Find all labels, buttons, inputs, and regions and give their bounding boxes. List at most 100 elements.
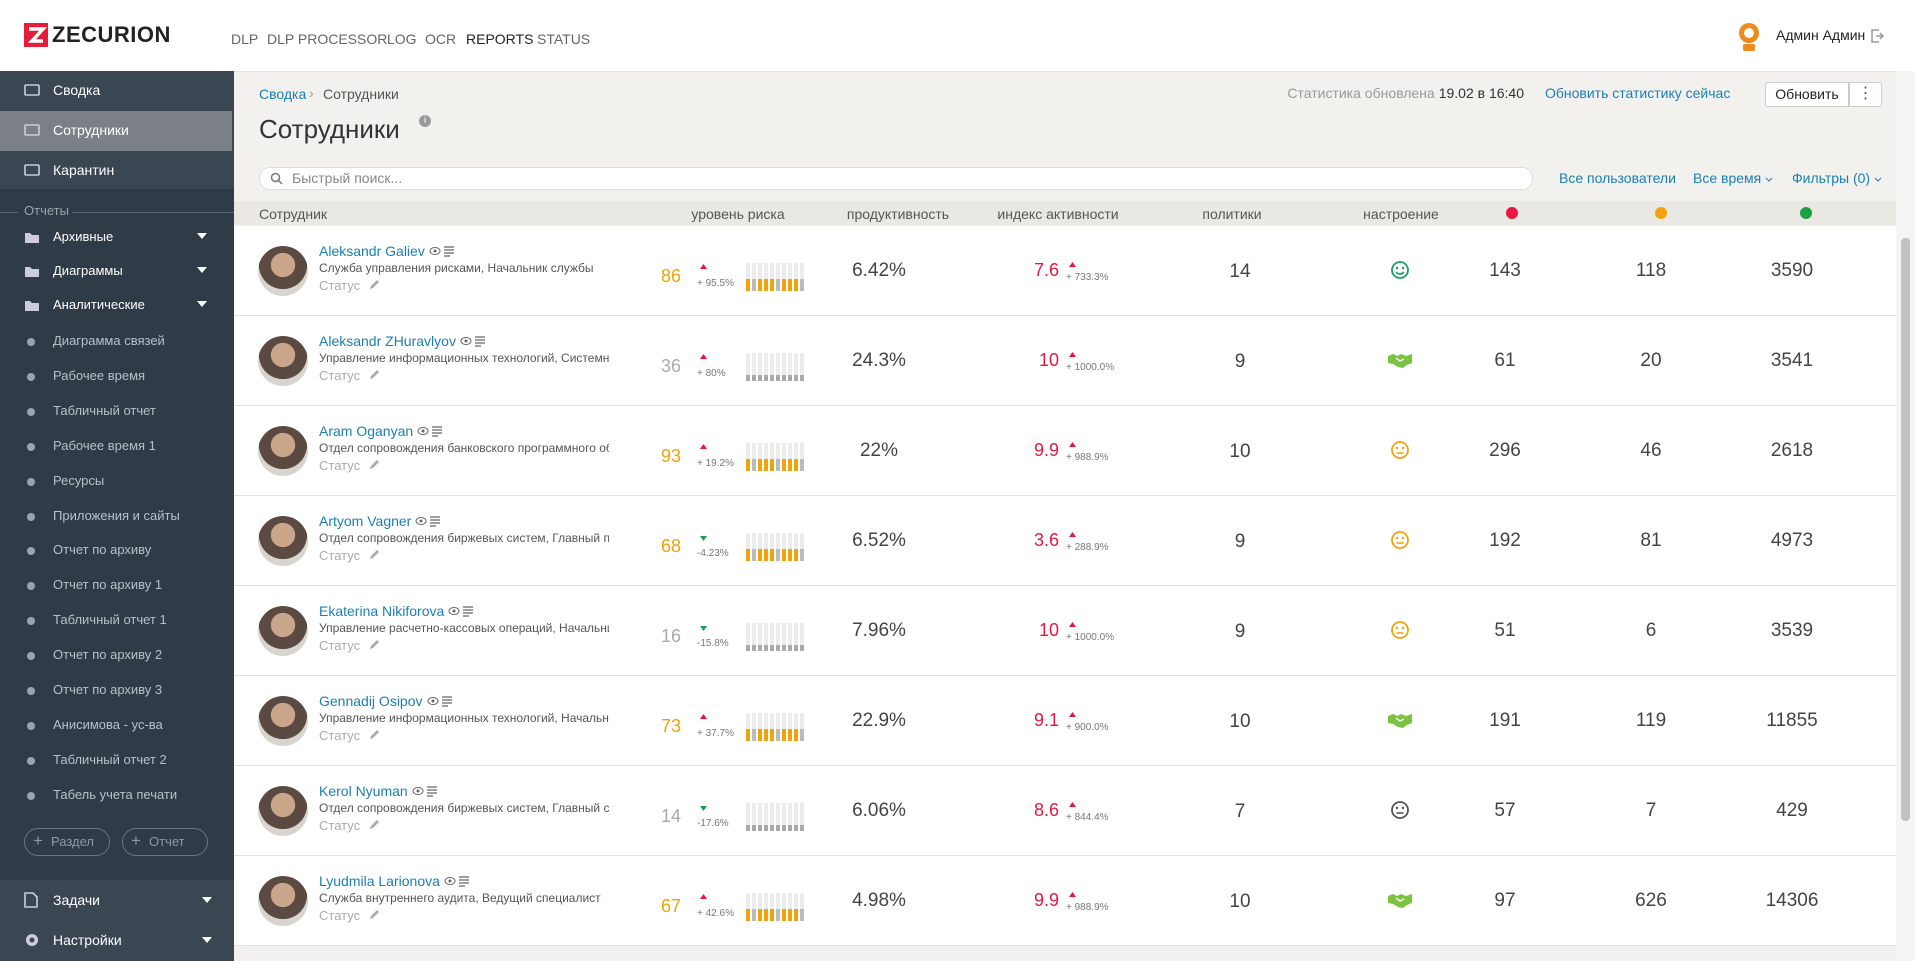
event-count[interactable]: 46 [1640,440,1662,461]
employee-name[interactable]: Gennadij Osipov [319,693,423,709]
sidebar-folder[interactable]: Диаграммы [53,263,123,278]
status-edit[interactable] [368,369,380,381]
nav-item[interactable]: REPORTS [466,31,534,47]
column-header[interactable]: настроение [1363,206,1439,222]
user-name[interactable]: Админ Админ [1776,27,1866,43]
sidebar-report[interactable]: Отчет по архиву [53,542,152,558]
table-row[interactable]: Artyom Vagner Отдел сопровождения биржевы… [234,496,1896,586]
event-count[interactable]: 143 [1489,260,1521,281]
status-edit[interactable] [368,909,380,921]
row-icons[interactable] [448,605,478,617]
event-count[interactable]: 11855 [1766,710,1818,731]
sidebar-report[interactable]: Диаграмма связей [53,333,165,348]
folder-caret[interactable] [197,267,207,273]
sidebar-report[interactable]: Табличный отчет 2 [53,751,167,767]
sidebar-report[interactable]: Приложения и сайты [53,507,180,523]
sidebar-item[interactable]: Задачи [53,892,101,908]
nav-item[interactable]: DLP PROCESSOR [267,31,388,47]
event-count[interactable]: 626 [1635,890,1667,911]
employee-name[interactable]: Kerol Nyuman [319,783,408,799]
scroll-thumb[interactable] [1901,238,1910,821]
table-row[interactable]: Kerol Nyuman Отдел сопровождения биржевых… [234,766,1896,856]
sidebar-report[interactable]: Отчет по архиву 1 [53,577,163,593]
event-count[interactable]: 192 [1489,530,1521,551]
sidebar-item[interactable]: Карантин [53,162,115,178]
row-icons[interactable] [460,335,490,347]
status[interactable]: Статус [319,638,361,653]
sidebar-item[interactable]: Сводка [53,82,101,98]
sidebar-report[interactable]: Табель учета печати [53,786,178,802]
status[interactable]: Статус [319,728,361,743]
status-edit[interactable] [368,549,380,561]
sidebar-report[interactable]: Рабочее время 1 [53,437,156,453]
sidebar-button[interactable]: + Отчет [122,828,208,856]
event-count[interactable]: 20 [1640,350,1662,371]
filter[interactable]: Фильтры (0) [1792,170,1882,186]
info-icon[interactable]: i [419,115,431,127]
sidebar-report[interactable]: Рабочее время [53,367,146,383]
sidebar-report[interactable]: Ресурсы [53,472,105,488]
event-count[interactable]: 51 [1494,620,1516,641]
nav-item[interactable]: DLP [231,31,259,47]
employee-name[interactable]: Ekaterina Nikiforova [319,603,445,619]
sidebar-report[interactable]: Табличный отчет 1 [53,612,167,628]
sidebar-folder[interactable]: Архивные [53,229,114,244]
status[interactable]: Статус [319,908,361,923]
row-icons[interactable] [415,515,445,527]
table-row[interactable]: Aleksandr Galiev Служба управления рискам… [234,226,1896,316]
event-count[interactable]: 296 [1489,440,1521,461]
nav-item[interactable]: STATUS [537,31,591,47]
status-edit[interactable] [368,819,380,831]
employee-name[interactable]: Aram Oganyan [319,423,414,439]
column-header[interactable]: индекс активности [997,206,1119,222]
event-count[interactable]: 118 [1635,260,1667,281]
event-count[interactable]: 57 [1494,800,1516,821]
logout-icon[interactable] [1870,28,1884,44]
employee-name[interactable]: Lyudmila Larionova [319,873,440,889]
refresh-link[interactable]: Обновить статистику сейчас [1545,85,1731,101]
refresh-button[interactable]: Обновить [1765,82,1849,107]
sidebar-report[interactable]: Отчет по архиву 3 [53,682,163,697]
status[interactable]: Статус [319,278,361,293]
event-count[interactable]: 429 [1776,800,1808,821]
status[interactable]: Статус [319,368,361,383]
sidebar-report[interactable]: Отчет по архиву 2 [53,647,163,663]
status-edit[interactable] [368,729,380,741]
row-icons[interactable] [412,785,442,797]
filter[interactable]: Все время [1693,170,1773,186]
column-header[interactable]: Сотрудник [259,206,328,222]
sidebar-report[interactable]: Анисимова - ус-ва [53,716,163,732]
status-edit[interactable] [368,639,380,651]
folder-caret[interactable] [197,233,207,239]
row-icons[interactable] [444,875,474,887]
nav-item[interactable]: OCR [425,31,457,47]
filter[interactable]: Все пользователи [1559,170,1676,186]
event-count[interactable]: 191 [1489,710,1521,731]
event-count[interactable]: 2618 [1770,440,1814,461]
employee-name[interactable]: Aleksandr ZHuravlyov [319,333,456,349]
status[interactable]: Статус [319,548,361,563]
row-icons[interactable] [429,245,459,257]
status[interactable]: Статус [319,818,361,833]
table-row[interactable]: Lyudmila Larionova Служба внутреннего ауд… [234,856,1896,946]
scrollbar[interactable] [1896,71,1915,961]
row-icons[interactable] [417,425,447,437]
sidebar-item[interactable]: Сотрудники [53,122,129,138]
folder-caret[interactable] [197,301,207,307]
event-count[interactable]: 61 [1494,350,1516,371]
sidebar-button[interactable]: + Раздел [24,828,110,856]
sidebar-folder[interactable]: Аналитические [53,297,145,312]
event-count[interactable]: 3541 [1770,350,1814,371]
event-count[interactable]: 81 [1640,530,1662,551]
status-edit[interactable] [368,279,380,291]
table-row[interactable]: Ekaterina Nikiforova Управление расчетно-… [234,586,1896,676]
column-header[interactable]: продуктивность [846,206,950,222]
event-count[interactable]: 119 [1635,710,1667,731]
nav-item[interactable]: LOG [387,31,417,47]
status-edit[interactable] [368,459,380,471]
sidebar-report[interactable]: Табличный отчет [53,402,156,418]
table-row[interactable]: Aleksandr ZHuravlyov Управление информаци… [234,316,1896,406]
row-icons[interactable] [427,695,457,707]
item-caret[interactable] [202,937,212,943]
table-row[interactable]: Gennadij Osipov Управление информационных… [234,676,1896,766]
